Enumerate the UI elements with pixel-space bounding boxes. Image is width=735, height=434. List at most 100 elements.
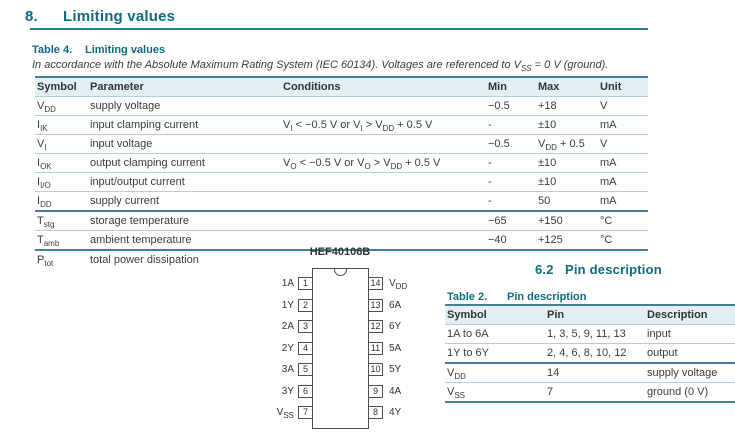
table-cell: +125 [538,234,563,246]
table-row: IIK input clamping current VI < −0.5 V or … [35,116,648,135]
table-cell: storage temperature [90,215,190,227]
pin-label: 5A [389,343,402,354]
column-header: Parameter [90,81,144,93]
table-cell [281,97,486,116]
table-cell: ±10 [538,119,557,131]
table-cell: II/O [37,176,51,191]
table-cell [281,211,486,231]
caption-title: Pin description [507,291,587,303]
table-row: 1A to 6A 1, 3, 5, 9, 11, 13 input [445,325,735,344]
table-cell: - [488,176,492,188]
pin-label: 1Y [281,300,294,311]
table-cell: −0.5 [488,100,510,112]
table-cell: Tamb [37,234,60,249]
section-number: 8. [25,8,38,25]
table-cell [281,173,486,192]
table-cell: 2, 4, 6, 8, 10, 12 [547,347,627,359]
pin-label: 4Y [389,407,402,418]
table-cell: ground (0 V) [647,386,709,398]
table-cell: +150 [538,215,563,227]
pin-label: 6Y [389,321,402,332]
table-cell: 50 [538,195,551,207]
table-cell [281,135,486,154]
table-cell: VSS [447,386,466,401]
table-cell: ambient temperature [90,234,192,246]
table-cell: VO < −0.5 V or VO > VDD + 0.5 V [283,157,441,172]
column-header: Description [647,309,708,321]
table-cell: input clamping current [90,119,199,131]
table-cell: −40 [488,234,507,246]
pin-number-box: 10 [368,363,383,376]
table-cell: Tstg [37,215,55,230]
table-cell: input voltage [90,138,153,150]
pin-label: 5Y [389,364,402,375]
section-heading-rule [30,28,648,30]
pin-diagram-title: HEF40106B [309,246,371,258]
table-cell: input/output current [90,176,185,188]
pin-label: 1A [281,278,294,289]
pin-description-table: Symbol Pin Description 1A to 6A 1, 3, 5, 9,… [445,304,735,403]
caption-title: Limiting values [85,44,166,56]
table-cell: supply voltage [90,100,161,112]
table-row: VI input voltage −0.5 VDD + 0.5 V [35,135,648,154]
table-cell [486,250,536,269]
table-row: VSS 7 ground (0 V) [445,383,735,402]
table-cell: IIK [37,119,48,134]
table-cell: IOK [37,157,52,172]
table-cell: °C [600,215,613,227]
pin-number-box: 7 [298,406,313,419]
table-cell: mA [600,195,617,207]
table-cell: ±10 [538,157,557,169]
pin-number-box: 11 [368,342,383,355]
pin-number-box: 9 [368,385,383,398]
table-cell: mA [600,119,617,131]
limiting-table-note: In accordance with the Absolute Maximum … [32,59,609,74]
column-header: Max [538,81,560,93]
table-cell: - [488,119,492,131]
table-row: Tamb ambient temperature −40 +125 °C [35,231,648,250]
subsection-title: Pin description [565,262,662,277]
column-header: Symbol [447,309,487,321]
table-cell: 1Y to 6Y [447,347,489,359]
pin-label: 3A [281,364,294,375]
column-header: Pin [547,309,565,321]
column-header: Conditions [283,81,341,93]
table-row: VDD 14 supply voltage [445,363,735,383]
caption-label: Table 4. [32,44,73,56]
table-cell: 14 [547,367,560,379]
table-cell: input [647,328,671,340]
table-cell: supply voltage [647,367,718,379]
table-cell: total power dissipation [90,254,199,266]
table-cell [281,192,486,212]
pin-label: 3Y [281,386,294,397]
table-cell: output clamping current [90,157,205,169]
pin-number-box: 14 [368,277,383,290]
pin-number-box: 5 [298,363,313,376]
table-cell: V [600,100,608,112]
column-header: Symbol [37,81,77,93]
table-cell: VI [37,138,47,153]
pin-number-box: 13 [368,299,383,312]
table-row: Tstg storage temperature −65 +150 °C [35,211,648,231]
limiting-values-table: Symbol Parameter Conditions Min Max Unit VDD s… [35,76,648,269]
table-cell: −65 [488,215,507,227]
table-row: IDD supply current - 50 mA [35,192,648,212]
table-row: IOK output clamping current VO < −0.5 V or… [35,154,648,173]
subsection-number: 6.2 [535,262,554,277]
table-row: 1Y to 6Y 2, 4, 6, 8, 10, 12 output [445,344,735,363]
pin-table-caption: Table 2. Pin description [447,291,586,303]
table-cell: - [488,195,492,207]
table-cell: VDD + 0.5 [538,138,585,153]
section-title: Limiting values [63,8,176,25]
table-cell: 1A to 6A [447,328,489,340]
table-cell: IDD [37,195,52,210]
pin-number-box: 3 [298,320,313,333]
pin-label: 2Y [281,343,294,354]
pin-label: 2A [281,321,294,332]
pin-number-box: 4 [298,342,313,355]
column-header: Unit [600,81,622,93]
pin-number-box: 2 [298,299,313,312]
pin-number-box: 8 [368,406,383,419]
table-cell: 1, 3, 5, 9, 11, 13 [547,328,626,340]
